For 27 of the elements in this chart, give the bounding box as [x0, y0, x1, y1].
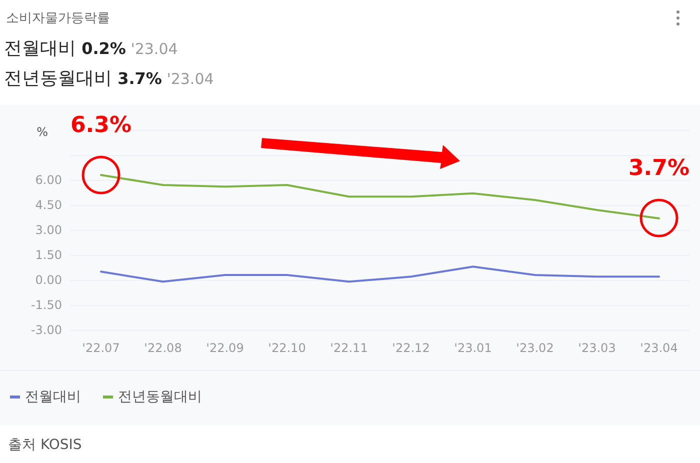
- x-tick-label: '22.07: [82, 341, 120, 355]
- y-tick-label: 3.00: [35, 223, 62, 237]
- y-axis-title: %: [36, 125, 48, 139]
- legend-label: 전월대비: [25, 389, 81, 405]
- y-tick-label: 4.50: [35, 198, 62, 212]
- x-tick-label: '23.02: [516, 341, 554, 355]
- legend-label: 전년동월대비: [118, 389, 202, 405]
- x-tick-label: '22.09: [206, 341, 244, 355]
- x-tick-label: '23.04: [640, 341, 678, 355]
- text: 전월대비 0.2% '23.04: [4, 38, 178, 59]
- y-tick-label: -3.00: [30, 323, 62, 337]
- x-tick-label: '23.01: [454, 341, 492, 355]
- annotation: 3.7%: [627, 156, 690, 182]
- annotation: 6.3%: [70, 113, 132, 138]
- source-note: 출처 KOSIS: [8, 436, 82, 454]
- x-tick-label: '22.08: [144, 341, 182, 355]
- x-tick-label: '22.11: [330, 341, 368, 355]
- y-tick-label: 6.00: [35, 173, 62, 187]
- line-series: [100, 266, 660, 283]
- chart-title: 소비자물가등락률: [6, 10, 110, 27]
- x-tick-label: '22.10: [268, 341, 306, 355]
- y-tick-label: 0.00: [35, 273, 62, 287]
- y-tick-label: 1.50: [35, 248, 62, 262]
- x-tick-label: '22.12: [392, 341, 430, 355]
- y-tick-label: -1.50: [30, 298, 62, 312]
- text: 전년동월대비 3.7% '23.04: [4, 68, 214, 89]
- x-tick-label: '23.03: [578, 341, 616, 355]
